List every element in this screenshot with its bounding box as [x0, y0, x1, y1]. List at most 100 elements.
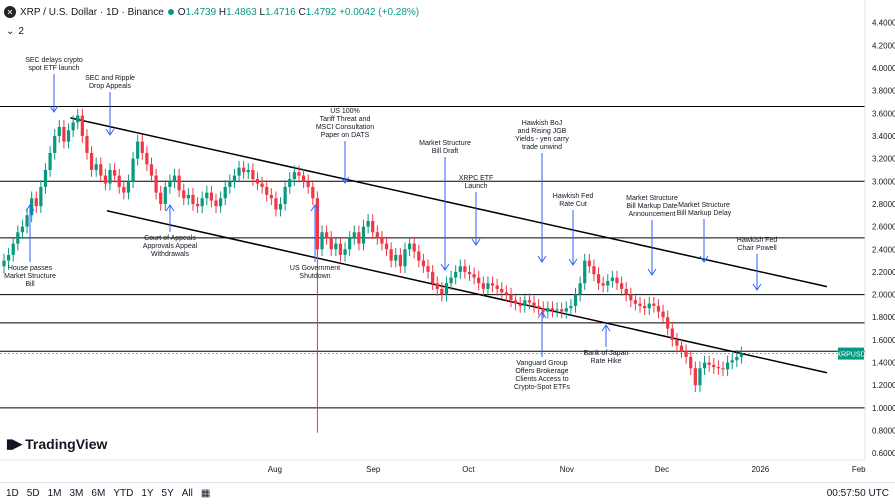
- candle-body: [693, 368, 697, 386]
- candle-body: [458, 266, 462, 272]
- y-tick-label: 1.0000: [872, 404, 895, 413]
- annotation-text: Paper on DATS: [321, 132, 370, 139]
- candle-body: [592, 266, 596, 275]
- candle-body: [214, 200, 218, 207]
- annotation-text: Rate Hike: [591, 358, 622, 365]
- candle-body: [412, 243, 416, 252]
- candle-body: [739, 353, 744, 357]
- candle-body: [486, 283, 490, 289]
- brand-name: TradingView: [25, 436, 108, 452]
- annotation-text: trade unwind: [522, 144, 562, 151]
- annotation-text: Hawkish BoJ: [522, 120, 562, 127]
- timeframe-3m[interactable]: 3M: [69, 488, 84, 499]
- candle-body: [477, 277, 481, 284]
- market-open-icon: [167, 9, 174, 15]
- candle-body: [126, 181, 131, 193]
- candle-body: [587, 260, 591, 267]
- timeframe-5d[interactable]: 5D: [26, 488, 40, 499]
- candle-body: [195, 203, 200, 207]
- annotation-text: Bill Markup Date: [626, 203, 677, 210]
- y-tick-label: 2.2000: [872, 268, 895, 277]
- annotation-text: Hawkish Fed: [553, 193, 594, 200]
- candle-body: [53, 135, 57, 153]
- candle-body: [583, 260, 587, 284]
- y-tick-label: 1.6000: [872, 336, 895, 345]
- annotation-text: SEC delays crypto: [25, 57, 83, 64]
- candles: [2, 108, 744, 433]
- annotation-text: US Government: [290, 265, 340, 272]
- candle-body: [172, 175, 177, 182]
- candle-body: [85, 135, 89, 153]
- timeframe-1d[interactable]: 1D: [6, 488, 19, 499]
- candle-body: [610, 277, 614, 281]
- candle-body: [274, 198, 278, 210]
- indicator-toggle[interactable]: ⌄ 2: [6, 26, 24, 37]
- candle-body: [541, 308, 545, 312]
- arrow-head: [471, 238, 481, 246]
- candle-body: [99, 164, 103, 176]
- annotation-text: Bank of Japan: [584, 350, 629, 357]
- y-tick-label: 4.2000: [872, 41, 895, 50]
- candle-body: [288, 179, 292, 187]
- candle-body: [108, 169, 112, 184]
- candle-body: [689, 356, 693, 369]
- annotation-text: Bill: [25, 281, 35, 288]
- arrow-head: [752, 283, 762, 291]
- candle-body: [182, 190, 186, 199]
- timeframe-6m[interactable]: 6M: [91, 488, 106, 499]
- candle-body: [237, 167, 241, 176]
- arrow-head: [537, 311, 547, 319]
- timeframe-1y[interactable]: 1Y: [141, 488, 154, 499]
- candle-body: [62, 126, 66, 142]
- candle-body: [338, 243, 343, 255]
- candle-body: [652, 303, 656, 306]
- annotation-text: Announcement: [628, 211, 675, 218]
- candle-body: [283, 186, 287, 204]
- candle-body: [311, 186, 315, 199]
- candle-body: [421, 260, 426, 267]
- symbol-title[interactable]: XRP / U.S. Dollar · 1D · Binance: [20, 6, 164, 18]
- candle-body: [265, 186, 269, 195]
- candle-body: [2, 260, 6, 267]
- timeframe-5y[interactable]: 5Y: [161, 488, 174, 499]
- candle-body: [348, 237, 352, 250]
- candle-body: [71, 122, 75, 131]
- timeframe-bar: 1D 5D 1M 3M 6M YTD 1Y 5Y All ▦ 00:57:50 …: [0, 482, 895, 504]
- candle-body: [730, 360, 734, 363]
- candle-body: [656, 305, 661, 312]
- candle-body: [444, 283, 449, 295]
- timeframe-ytd[interactable]: YTD: [113, 488, 134, 499]
- candle-body: [80, 115, 84, 136]
- candle-body: [440, 288, 444, 295]
- candle-body: [546, 308, 550, 312]
- timeframe-all[interactable]: All: [181, 488, 193, 499]
- candle-body: [698, 368, 702, 386]
- candle-body: [352, 232, 356, 238]
- annotation-text: Vanguard Group: [516, 360, 567, 367]
- candle-body: [177, 175, 181, 191]
- x-tick-label: Oct: [462, 465, 475, 474]
- arrow-head: [25, 204, 35, 212]
- annotation-text: Hawkish Fed: [737, 237, 778, 244]
- annotation-text: spot ETF launch: [29, 65, 80, 72]
- candle-body: [228, 181, 232, 187]
- candle-body: [463, 266, 467, 272]
- annotation-text: Market Structure: [626, 195, 678, 202]
- calendar-icon[interactable]: ▦: [200, 488, 211, 499]
- candle-body: [191, 194, 195, 204]
- arrow-head: [537, 255, 547, 263]
- candle-body: [712, 364, 716, 368]
- candle-body: [407, 243, 412, 250]
- arrow-head: [699, 255, 709, 263]
- annotation-text: Offers Brokerage: [515, 368, 568, 375]
- timeframe-1m[interactable]: 1M: [47, 488, 62, 499]
- candle-body: [394, 254, 398, 261]
- annotation-text: Tariff Threat and: [320, 116, 371, 123]
